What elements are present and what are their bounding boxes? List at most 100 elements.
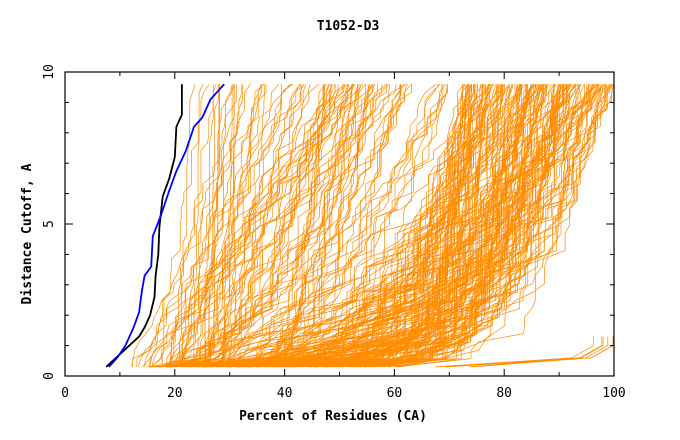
- bundle-line-dense-low: [235, 84, 510, 368]
- bundle-line-dense-low: [378, 84, 489, 368]
- bundle-line-dense-low: [369, 84, 518, 368]
- bundle-line-dense-low: [197, 84, 505, 368]
- bundle-line-fast-rising: [166, 84, 345, 368]
- bundle-line-mid-spread: [181, 84, 448, 368]
- bundle-line-dense-low: [276, 84, 562, 368]
- bundle-line-mid-spread: [208, 83, 412, 368]
- bundle-line-dense-low: [253, 84, 485, 368]
- bundle-line-dense-low: [348, 84, 546, 368]
- bundle-line-fast-rising: [175, 83, 320, 367]
- bundle-line-dense-low: [228, 84, 490, 368]
- bundle-line-fast-rising: [222, 84, 304, 367]
- bundle-line-dense-low: [248, 84, 521, 368]
- bundle-line-dense-low: [249, 83, 582, 368]
- bundle-line-dense-low: [340, 84, 478, 368]
- bundle-line-dense-low: [330, 84, 580, 368]
- bundle-line-mid-spread: [161, 83, 490, 368]
- x-axis-label: Percent of Residues (CA): [239, 409, 427, 424]
- bundle-line-mid-spread: [268, 84, 349, 368]
- bundle-line-fast-rising: [196, 83, 346, 367]
- bundle-line-fast-rising: [151, 83, 305, 368]
- bundle-line-dense-low: [348, 84, 489, 368]
- bundle-line-mid-spread: [271, 84, 369, 368]
- bundle-line-dense-low: [219, 84, 490, 368]
- bundle-line-dense-low: [299, 84, 489, 368]
- bundle-line-dense-low: [176, 84, 510, 368]
- bundle-line-dense-low: [173, 84, 486, 368]
- bundle-line-fast-rising: [206, 84, 243, 367]
- x-tick-label: 20: [167, 386, 183, 401]
- bundle-line-fast-rising: [226, 84, 311, 367]
- bundle-line-mid-spread: [215, 84, 440, 368]
- bundle-line-dense-low: [238, 84, 540, 368]
- plot-lines: [105, 83, 615, 368]
- bundle-line-fast-rising: [166, 84, 330, 368]
- highlight-line-1: [105, 84, 183, 368]
- bundle-line-mid-spread: [150, 83, 573, 368]
- bundle-line-mid-spread: [160, 84, 401, 368]
- bundle-line-mid-spread: [265, 83, 441, 368]
- bundle-line-bottom-right: [468, 336, 604, 368]
- bundle-line-fast-rising: [204, 84, 355, 367]
- bundle-line-fast-rising: [143, 83, 293, 367]
- bundle-line-dense-low: [369, 84, 521, 368]
- bundle-line-mid-spread: [171, 84, 519, 368]
- bundle-line-dense-low: [293, 84, 610, 368]
- bundle-line-dense-low: [190, 84, 466, 368]
- bundle-line-dense-low: [324, 84, 514, 368]
- bundle-line-dense-low: [327, 84, 499, 368]
- bundle-line-dense-low: [148, 84, 544, 368]
- bundle-line-dense-low: [159, 84, 521, 368]
- x-tick-label: 40: [277, 386, 293, 401]
- bundle-line-mid-spread: [204, 83, 505, 368]
- bundle-line-mid-spread: [221, 83, 437, 368]
- bundle-line-dense-low: [241, 84, 483, 368]
- bundle-line-fast-rising: [179, 84, 235, 368]
- bundle-line-fast-rising: [183, 84, 302, 367]
- bundle-line-fast-rising: [179, 83, 280, 368]
- bundle-line-fast-rising: [173, 84, 196, 368]
- bundle-line-fast-rising: [151, 83, 356, 367]
- bundle-line-mid-spread: [223, 83, 405, 368]
- chart-title: T1052-D3: [317, 19, 380, 34]
- bundle-line-mid-spread: [249, 84, 402, 368]
- bundle-line-dense-low: [315, 84, 529, 368]
- bundle-line-dense-low: [202, 84, 472, 368]
- bundle-line-mid-spread: [259, 84, 402, 368]
- bundle-line-dense-low: [294, 84, 504, 368]
- axis-ticks: 0 20 40 60 80 100 0 5 10: [42, 64, 626, 401]
- bundle-line-fast-rising: [224, 84, 333, 368]
- bundle-line-mid-spread: [248, 84, 367, 368]
- bundle-line-mid-spread: [180, 83, 376, 368]
- bundle-line-dense-low: [364, 84, 565, 368]
- bundle-line-mid-spread: [156, 84, 370, 368]
- x-tick-label: 80: [496, 386, 512, 401]
- bundle-line-dense-low: [203, 83, 572, 368]
- bundle-line-fast-rising: [207, 84, 221, 367]
- bundle-line-dense-low: [366, 84, 469, 368]
- bundle-line-fast-rising: [179, 84, 329, 367]
- x-tick-label: 60: [387, 386, 403, 401]
- bundle-line-dense-low: [235, 84, 563, 368]
- bundle-line-dense-low: [183, 84, 522, 368]
- bundle-line-fast-rising: [169, 84, 361, 367]
- bundle-line-mid-spread: [165, 84, 412, 368]
- bundle-line-fast-rising: [170, 84, 397, 367]
- bundle-line-fast-rising: [149, 84, 237, 367]
- bundle-line-dense-low: [247, 84, 534, 368]
- bundle-line-fast-rising: [221, 84, 235, 368]
- bundle-line-mid-spread: [168, 84, 336, 368]
- bundle-line-mid-spread: [199, 84, 336, 368]
- y-tick-label: 5: [42, 220, 57, 228]
- bundle-line-fast-rising: [137, 84, 301, 368]
- bundle-line-dense-low: [335, 84, 585, 368]
- bundle-line-bottom-right: [435, 336, 603, 368]
- bundle-line-dense-low: [321, 83, 546, 368]
- bundle-line-fast-rising: [217, 84, 282, 367]
- bundle-line-fast-rising: [149, 83, 363, 367]
- bundle-line-dense-low: [256, 84, 494, 368]
- bundle-line-dense-low: [324, 84, 561, 368]
- bundle-line-mid-spread: [282, 83, 373, 368]
- bundle-line-fast-rising: [204, 84, 233, 367]
